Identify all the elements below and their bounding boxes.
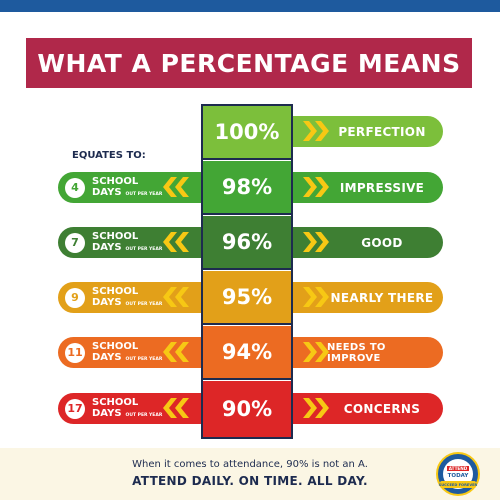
outcome-pill-perfection: PERFECTION — [293, 116, 443, 147]
days-count: 4 — [65, 177, 85, 198]
chevron-left-icon — [163, 232, 189, 252]
outcome-label: PERFECTION — [338, 124, 426, 139]
percent-cell-100: 100% — [203, 106, 291, 160]
days-count: 9 — [65, 287, 85, 308]
outcome-label: IMPRESSIVE — [339, 180, 425, 195]
chevron-right-icon — [303, 232, 329, 252]
days-out-pill-7: 7 SCHOOL DAYS OUT PER YEAR — [58, 227, 201, 258]
attend-today-badge-logo: ATTEND TODAY SUCCEED FOREVER — [436, 452, 480, 496]
chevron-right-icon — [303, 121, 329, 141]
chevron-left-icon — [163, 342, 189, 362]
footer-note: When it comes to attendance, 90% is not … — [132, 459, 368, 470]
footer-band — [0, 448, 500, 500]
percent-cell-96: 96% — [203, 216, 291, 270]
days-label: SCHOOL DAYS OUT PER YEAR — [92, 285, 163, 308]
percentage-column: 100% 98% 96% 95% 94% 90% — [201, 104, 293, 439]
outcome-pill-nearly-there: NEARLY THERE — [293, 282, 443, 313]
top-accent-bar — [0, 0, 500, 12]
outcome-label: GOOD — [361, 235, 403, 250]
percent-cell-95: 95% — [203, 271, 291, 325]
days-out-pill-17: 17 SCHOOL DAYS OUT PER YEAR — [58, 393, 201, 424]
days-count: 11 — [65, 342, 85, 363]
percent-cell-90: 90% — [203, 381, 291, 437]
equates-label: EQUATES TO: — [72, 150, 146, 161]
footer-slogan: ATTEND DAILY. ON TIME. ALL DAY. — [132, 474, 368, 488]
outcome-label: NEARLY THERE — [330, 290, 434, 305]
chevron-left-icon — [163, 287, 189, 307]
chevron-left-icon — [163, 398, 189, 418]
svg-text:TODAY: TODAY — [448, 473, 470, 479]
days-out-pill-4: 4 SCHOOL DAYS OUT PER YEAR — [58, 172, 201, 203]
outcome-pill-needs-to-improve: NEEDS TO IMPROVE — [293, 337, 443, 368]
days-out-pill-9: 9 SCHOOL DAYS OUT PER YEAR — [58, 282, 201, 313]
outcome-pill-impressive: IMPRESSIVE — [293, 172, 443, 203]
days-count: 7 — [65, 232, 85, 253]
chevron-right-icon — [303, 287, 329, 307]
page-title: WHAT A PERCENTAGE MEANS — [26, 38, 472, 88]
days-label: SCHOOL DAYS OUT PER YEAR — [92, 340, 163, 363]
outcome-label: CONCERNS — [343, 401, 421, 416]
outcome-pill-good: GOOD — [293, 227, 443, 258]
days-label: SCHOOL DAYS OUT PER YEAR — [92, 396, 163, 419]
svg-text:SUCCEED FOREVER: SUCCEED FOREVER — [439, 483, 478, 487]
chevron-right-icon — [303, 177, 329, 197]
percent-cell-94: 94% — [203, 326, 291, 380]
days-count: 17 — [65, 398, 85, 419]
chevron-left-icon — [163, 177, 189, 197]
days-label: SCHOOL DAYS OUT PER YEAR — [92, 230, 163, 253]
percent-cell-98: 98% — [203, 161, 291, 215]
outcome-label: NEEDS TO IMPROVE — [327, 341, 386, 364]
chevron-right-icon — [303, 342, 329, 362]
days-out-pill-11: 11 SCHOOL DAYS OUT PER YEAR — [58, 337, 201, 368]
chevron-right-icon — [303, 398, 329, 418]
outcome-pill-concerns: CONCERNS — [293, 393, 443, 424]
svg-text:ATTEND: ATTEND — [449, 466, 468, 471]
days-label: SCHOOL DAYS OUT PER YEAR — [92, 175, 163, 198]
